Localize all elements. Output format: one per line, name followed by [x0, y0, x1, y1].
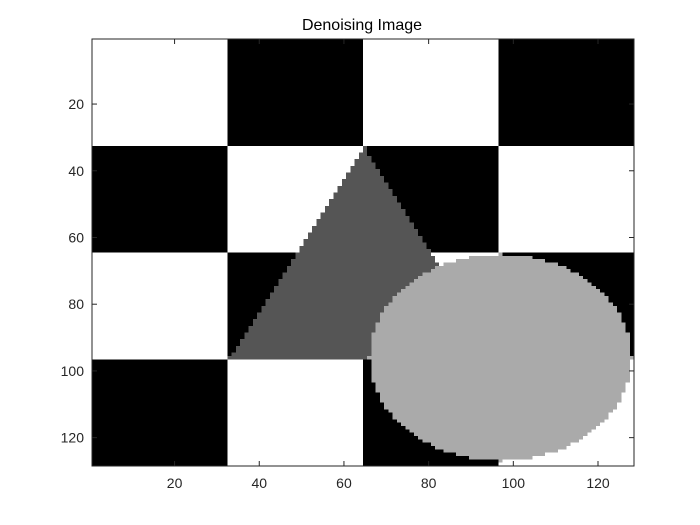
image-area — [92, 39, 634, 466]
x-tick-label: 120 — [586, 475, 610, 491]
x-tick-label: 60 — [336, 475, 352, 491]
y-tick-label: 20 — [68, 96, 84, 112]
figure-title: Denoising Image — [302, 17, 422, 34]
x-tick-label: 100 — [502, 475, 526, 491]
axes-box — [91, 38, 635, 467]
x-tick-label: 80 — [421, 475, 437, 491]
x-tick-label: 40 — [251, 475, 267, 491]
y-tick-label: 120 — [61, 430, 85, 446]
axes-ticks: 20 40 60 80 100 120 20 40 60 80 100 120 — [61, 39, 634, 491]
y-tick-label: 60 — [68, 229, 84, 245]
y-tick-label: 40 — [68, 163, 84, 179]
x-tick-label: 20 — [167, 475, 183, 491]
image-raster — [92, 39, 634, 466]
y-tick-label: 80 — [68, 296, 84, 312]
y-tick-label: 100 — [61, 363, 85, 379]
